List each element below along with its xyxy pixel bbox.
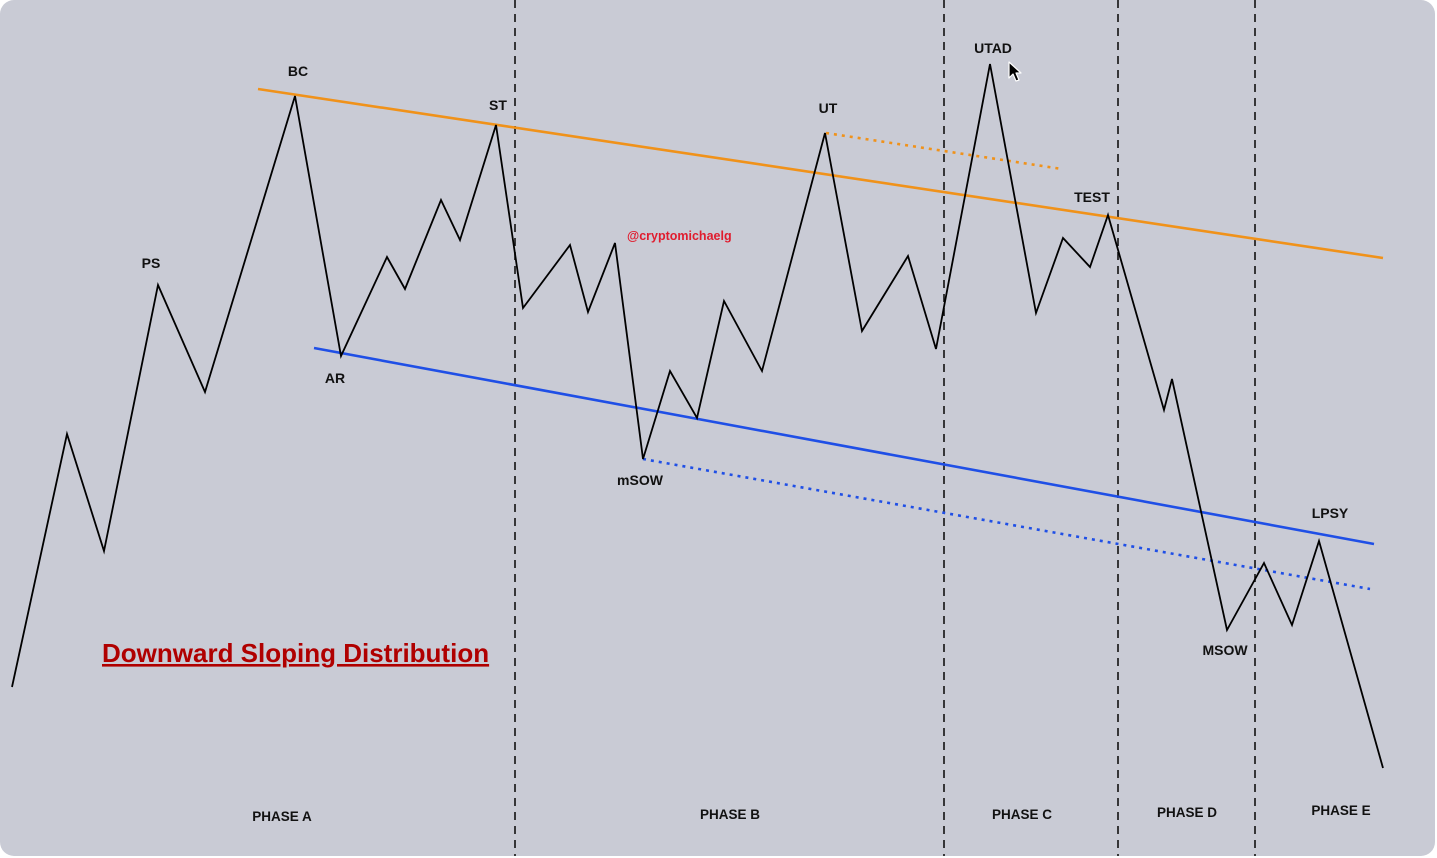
price-path [11, 63, 1384, 769]
phase-b-label: PHASE B [700, 807, 760, 822]
label-ps: PS [142, 255, 161, 271]
msow-dotted-projection [642, 457, 1371, 591]
label-msow-minor: mSOW [617, 472, 664, 488]
ut-dotted-projection [825, 131, 1063, 171]
watermark-handle: @cryptomichaelg [627, 229, 732, 243]
label-msow: MSOW [1202, 642, 1248, 658]
mouse-cursor-icon [1008, 61, 1022, 82]
label-lpsy: LPSY [1312, 505, 1349, 521]
phase-d-label: PHASE D [1157, 805, 1217, 820]
phase-a-label: PHASE A [252, 809, 312, 824]
resistance-trendline [257, 87, 1384, 260]
label-st: ST [489, 97, 507, 113]
label-ut: UT [819, 100, 838, 116]
support-trendline [313, 346, 1375, 546]
label-utad: UTAD [974, 40, 1012, 56]
phase-e-label: PHASE E [1311, 803, 1370, 818]
label-test: TEST [1074, 189, 1110, 205]
phase-c-label: PHASE C [992, 807, 1052, 822]
label-bc: BC [288, 63, 308, 79]
label-ar: AR [325, 370, 345, 386]
diagram-title: Downward Sloping Distribution [102, 638, 489, 668]
